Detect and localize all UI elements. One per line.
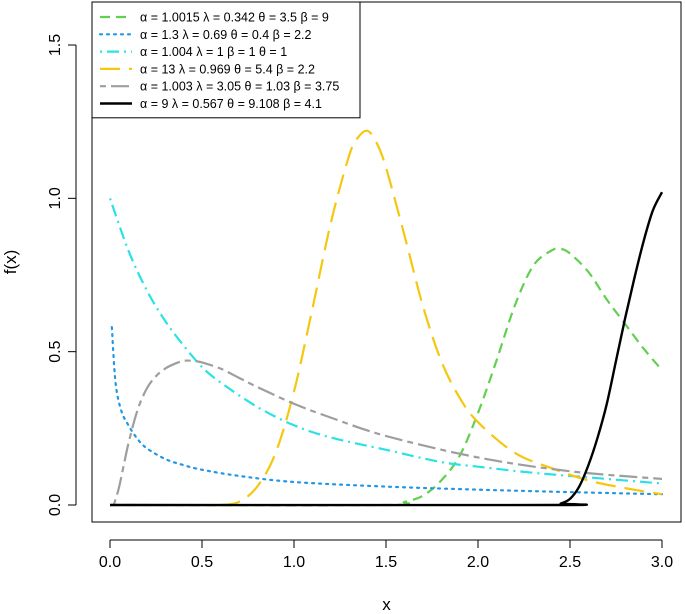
series-line-4 xyxy=(220,129,663,507)
series-line-5 xyxy=(112,359,663,506)
series-line-6 xyxy=(109,191,664,507)
y-tick-label: 0.0 xyxy=(47,494,64,516)
legend-entry: α = 1.0015 λ = 0.342 θ = 3.5 β = 9 xyxy=(140,11,329,25)
y-axis: 0.0 0.5 1.0 1.5 xyxy=(47,34,77,516)
x-tick-label: 3.0 xyxy=(651,554,673,571)
x-tick-label: 0.5 xyxy=(191,554,213,571)
x-tick-label: 2.5 xyxy=(559,554,581,571)
x-tick-label: 1.0 xyxy=(283,554,305,571)
legend-entry: α = 1.004 λ = 1 β = 1 θ = 1 xyxy=(140,45,287,59)
legend-box xyxy=(91,1,361,119)
legend-entry: α = 13 λ = 0.969 θ = 5.4 β = 2.2 xyxy=(140,62,315,76)
x-axis-title: x xyxy=(382,595,391,614)
series-line-1 xyxy=(109,247,663,507)
legend: α = 1.0015 λ = 0.342 θ = 3.5 β = 9 α = 1.… xyxy=(91,1,361,119)
legend-entry: α = 9 λ = 0.567 θ = 9.108 β = 4.1 xyxy=(140,97,322,111)
legend-entry: α = 1.3 λ = 0.69 θ = 0.4 β = 2.2 xyxy=(140,28,312,42)
y-axis-title: f(x) xyxy=(1,250,20,275)
legend-entry: α = 1.003 λ = 3.05 θ = 1.03 β = 3.75 xyxy=(140,80,339,94)
x-tick-label: 1.5 xyxy=(375,554,397,571)
y-tick-label: 1.0 xyxy=(47,187,64,209)
x-tick-label: 0.0 xyxy=(99,554,121,571)
x-axis: 0.0 0.5 1.0 1.5 2.0 2.5 3.0 xyxy=(99,539,673,571)
x-tick-label: 2.0 xyxy=(467,554,489,571)
series-layer xyxy=(108,129,664,507)
plot-area xyxy=(91,1,682,523)
series-line-2 xyxy=(110,326,664,496)
plot-border xyxy=(91,1,682,523)
series-line-3 xyxy=(108,197,663,485)
y-tick-label: 0.5 xyxy=(47,340,64,362)
y-tick-label: 1.5 xyxy=(47,34,64,56)
